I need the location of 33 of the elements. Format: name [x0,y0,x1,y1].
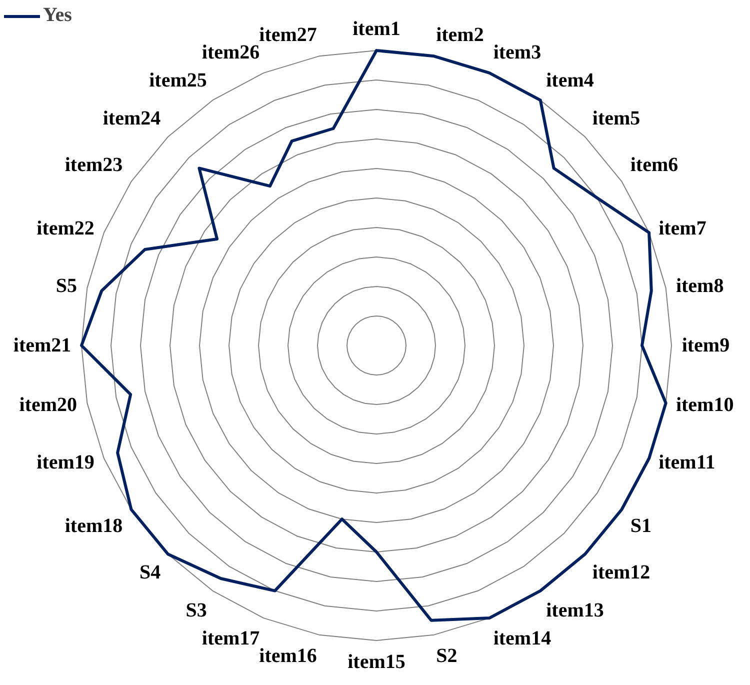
legend-label: Yes [43,4,72,27]
spoke-label: item21 [13,334,72,356]
spoke-label: item3 [493,41,542,64]
spoke-label: S2 [436,644,458,667]
spoke-label: item22 [36,218,94,240]
spoke-label: item14 [493,628,552,650]
spoke-label: item8 [676,274,724,297]
spoke-label: item13 [546,599,604,622]
spoke-label: item26 [202,41,260,64]
spoke-label: S5 [56,274,78,297]
spoke-label: item5 [592,108,640,130]
spoke-label: item23 [64,154,123,176]
spoke-label: item4 [546,70,594,92]
spoke-label: item27 [259,24,317,46]
spoke-label: item2 [436,24,484,46]
spoke-label: item15 [348,650,406,673]
spoke-label: item9 [682,334,730,356]
spoke-label: S3 [186,599,207,622]
spoke-label: item17 [202,628,260,650]
spoke-label: item10 [676,394,734,416]
spoke-label: item16 [259,644,317,667]
spoke-label: item18 [64,515,123,538]
spoke-label: item12 [592,561,650,584]
spoke-label: item11 [658,451,716,474]
spoke-label: item6 [630,154,678,176]
spoke-label: item25 [149,70,207,92]
spoke-label: item7 [658,218,706,240]
spoke-label: S1 [630,515,652,538]
spoke-label: item1 [352,18,400,40]
spoke-label: item19 [36,451,94,474]
spoke-label: item24 [102,108,161,130]
spoke-label: item20 [19,394,78,416]
spoke-label: S4 [139,561,161,584]
